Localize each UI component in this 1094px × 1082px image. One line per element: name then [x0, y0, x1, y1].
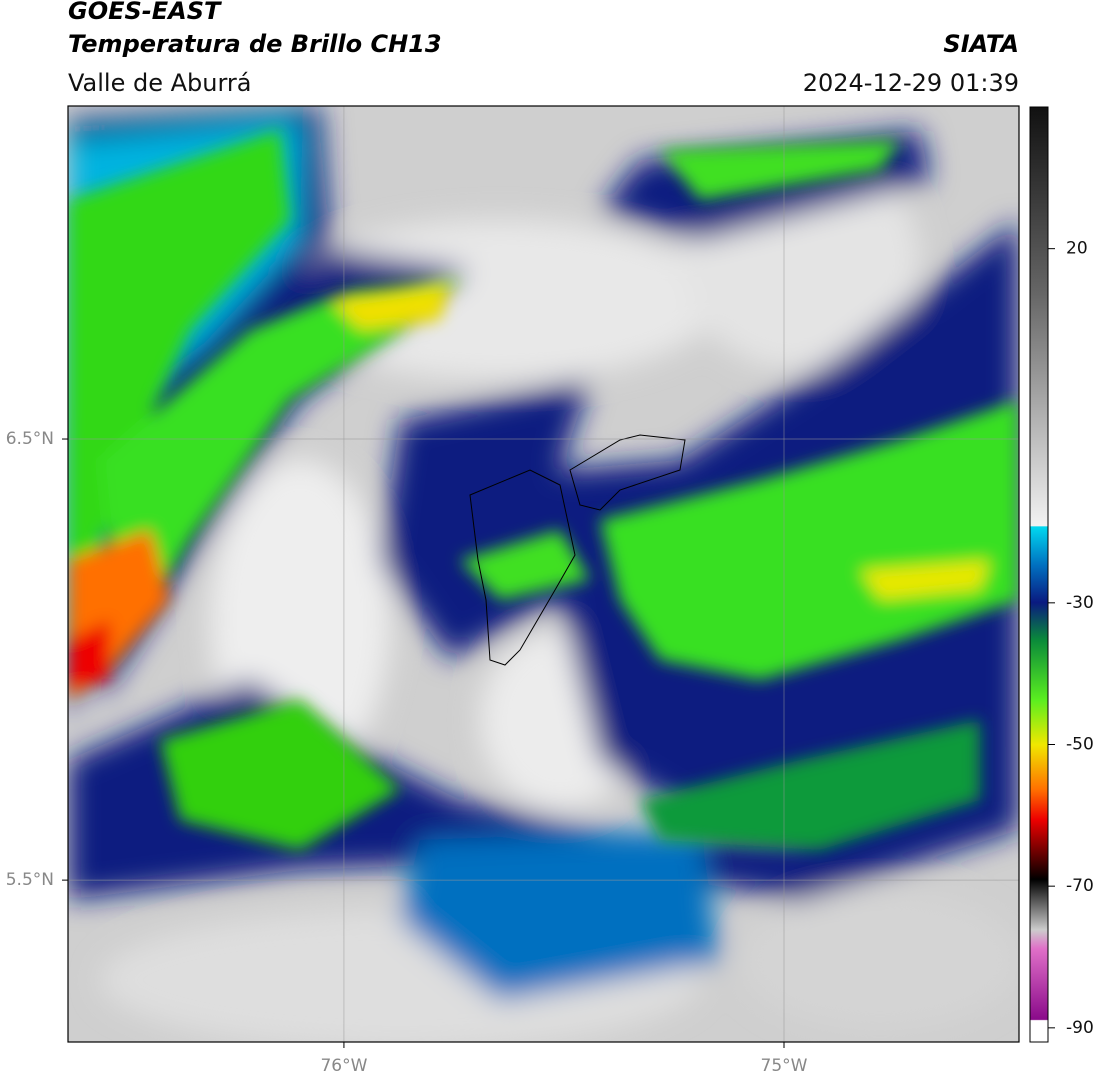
y-tick-label: 5.5°N	[6, 870, 54, 890]
title: GOES-EAST	[68, 0, 222, 25]
x-tick-label: 76°W	[320, 1056, 367, 1076]
x-tick-label: 75°W	[761, 1056, 808, 1076]
subtitle: Temperatura de Brillo CH13	[68, 30, 442, 58]
colorbar	[1029, 106, 1049, 1043]
colorbar-tick-label: -90	[1066, 1018, 1094, 1038]
colorbar-tick-label: -30	[1066, 593, 1094, 613]
colorbar-tick-label: 20	[1066, 239, 1088, 259]
source: SIATA	[943, 30, 1019, 58]
colorbar-tick-label: -70	[1066, 876, 1094, 896]
y-tick-label: 6.5°N	[6, 429, 54, 449]
region: Valle de Aburrá	[68, 69, 252, 97]
datetime: 2024-12-29 01:39	[803, 69, 1019, 97]
colorbar-tick-label: -50	[1066, 735, 1094, 755]
map-frame	[67, 105, 1020, 1043]
satellite-image	[68, 106, 1019, 1042]
